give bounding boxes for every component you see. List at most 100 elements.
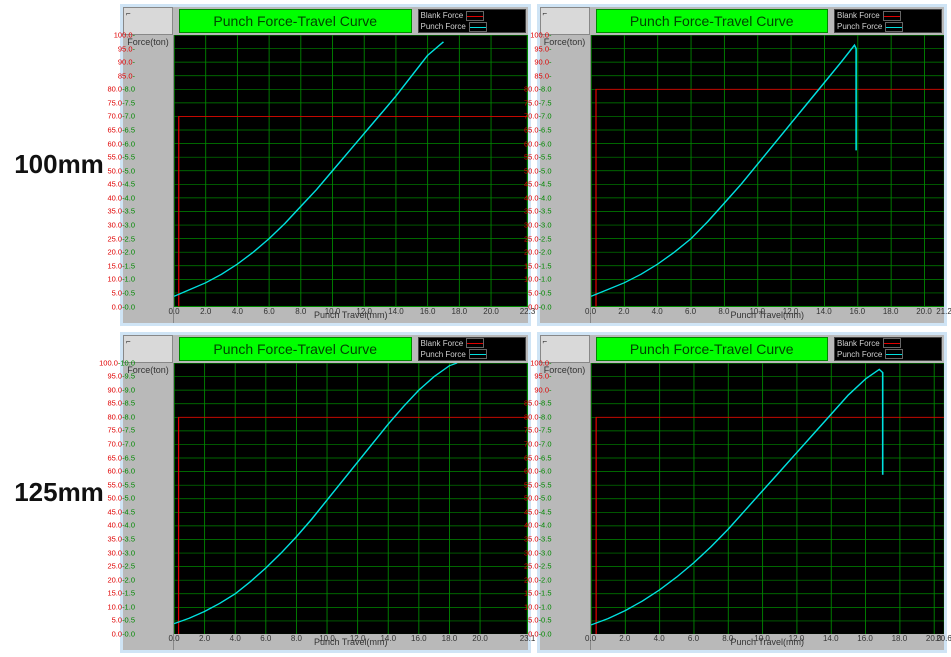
y-tick-label: 25.0-2.5 — [107, 235, 135, 243]
x-tick-label: 16.0 — [420, 307, 436, 316]
y-tick-label: 50.0-5.0 — [107, 167, 135, 175]
chart-panel: ⌐Punch Force-Travel CurveBlank ForcePunc… — [537, 4, 948, 326]
y-tick-label: 70.0-7.0 — [107, 440, 135, 448]
legend-item: Punch Force — [837, 21, 939, 32]
x-tick-label: 0.0 — [585, 634, 596, 643]
legend-swatch — [469, 22, 487, 32]
legend-item: Punch Force — [837, 349, 939, 360]
legend-label: Punch Force — [837, 350, 882, 359]
x-tick-label: 10.0 — [749, 307, 765, 316]
y-tick-label: 90.0- — [118, 58, 135, 66]
y-tick-label: 20.0-2.0 — [107, 576, 135, 584]
legend: Blank ForcePunch Force — [834, 9, 942, 33]
x-tick-label: 2.0 — [199, 634, 210, 643]
y-tick-label: 100.0- — [530, 359, 551, 367]
plot-area: 0.0-0.05.0-0.510.0-1.015.0-1.520.0-2.025… — [174, 363, 528, 635]
x-tick-label: 6.0 — [685, 307, 696, 316]
legend-item: Blank Force — [421, 10, 523, 21]
x-tick-label: 20.6 — [936, 634, 951, 643]
x-tick-label: 16.0 — [849, 307, 865, 316]
y-tick-label: 95.0- — [534, 45, 551, 53]
y-tick-label: 40.0-4.0 — [524, 522, 552, 530]
x-tick-label: 2.0 — [619, 634, 630, 643]
legend-swatch — [466, 338, 484, 348]
y-tick-label: 45.0-4.5 — [107, 181, 135, 189]
x-tick-label: 4.0 — [652, 307, 663, 316]
x-tick-label: 12.0 — [783, 307, 799, 316]
y-tick-label: 30.0-3.0 — [107, 549, 135, 557]
legend-swatch — [883, 338, 901, 348]
panel-header: ⌐Punch Force-Travel CurveBlank ForcePunc… — [540, 335, 945, 363]
y-tick-label: 100.0- — [530, 31, 551, 39]
x-tick-label: 0.0 — [168, 307, 179, 316]
y-tick-label: 10.0-1.0 — [107, 276, 135, 284]
y-tick-label: 90.0- — [534, 386, 551, 394]
y-tick-label: 75.0-7.5 — [107, 99, 135, 107]
y-tick-label: 80.0-8.0 — [107, 86, 135, 94]
y-tick-label: 80.0-8.0 — [524, 413, 552, 421]
y-tick-label: 65.0-6.5 — [107, 454, 135, 462]
y-tick-label: 65.0-6.5 — [524, 454, 552, 462]
plot-area: 0.0-0.05.0-0.510.0-1.015.0-1.520.0-2.025… — [591, 35, 945, 307]
x-tick-label: 4.0 — [654, 634, 665, 643]
y-tick-label: 10.0-1.0 — [524, 276, 552, 284]
x-tick-label: 10.0 — [319, 634, 335, 643]
y-tick-label: 15.0-1.5 — [524, 262, 552, 270]
x-tick-label: 6.0 — [260, 634, 271, 643]
legend-label: Punch Force — [421, 22, 466, 31]
y-tick-label: 30.0-3.0 — [524, 549, 552, 557]
y-tick-label: 15.0-1.5 — [107, 590, 135, 598]
legend-label: Blank Force — [837, 339, 880, 348]
y-tick-label: 35.0-3.5 — [524, 535, 552, 543]
y-tick-label: 0.0-0.0 — [528, 630, 551, 638]
x-tick-label: 8.0 — [718, 307, 729, 316]
x-tick-label: 6.0 — [264, 307, 275, 316]
y-tick-label: 55.0-5.5 — [524, 153, 552, 161]
legend-swatch — [883, 11, 901, 21]
y-tick-label: 90.0-9.0 — [107, 386, 135, 394]
y-tick-label: 85.0-8.5 — [524, 399, 552, 407]
y-tick-label: 45.0-4.5 — [107, 508, 135, 516]
panel-header: ⌐Punch Force-Travel CurveBlank ForcePunc… — [123, 335, 528, 363]
y-tick-label: 80.0-8.0 — [107, 413, 135, 421]
chart-panel: ⌐Punch Force-Travel CurveBlank ForcePunc… — [120, 4, 531, 326]
panel-header: ⌐Punch Force-Travel CurveBlank ForcePunc… — [540, 7, 945, 35]
chart-title: Punch Force-Travel Curve — [179, 9, 412, 33]
x-tick-label: 18.0 — [883, 307, 899, 316]
y-tick-label: 15.0-1.5 — [107, 262, 135, 270]
y-tick-label: 75.0-7.5 — [524, 99, 552, 107]
y-tick-label: 70.0-7.0 — [524, 113, 552, 121]
y-tick-label: 50.0-5.0 — [107, 495, 135, 503]
y-tick-label: 5.0-0.5 — [528, 617, 551, 625]
x-tick-label: 18.0 — [442, 634, 458, 643]
legend-label: Blank Force — [421, 339, 464, 348]
y-tick-label: 20.0-2.0 — [107, 248, 135, 256]
y-tick-label: 100.0- — [114, 31, 135, 39]
y-tick-label: 10.0-1.0 — [107, 603, 135, 611]
y-tick-label: 0.0-0.0 — [112, 630, 135, 638]
x-tick-label: 14.0 — [388, 307, 404, 316]
y-tick-label: 20.0-2.0 — [524, 576, 552, 584]
x-tick-label: 4.0 — [232, 307, 243, 316]
x-tick-label: 8.0 — [722, 634, 733, 643]
y-tick-label: 60.0-6.0 — [107, 140, 135, 148]
legend-swatch — [885, 22, 903, 32]
y-tick-label: 15.0-1.5 — [524, 590, 552, 598]
legend-label: Punch Force — [421, 350, 466, 359]
x-tick-label: 2.0 — [618, 307, 629, 316]
x-tick-label: 14.0 — [816, 307, 832, 316]
legend-swatch — [469, 349, 487, 359]
y-tick-label: 35.0-3.5 — [524, 208, 552, 216]
chart-title: Punch Force-Travel Curve — [596, 337, 829, 361]
y-tick-label: 75.0-7.5 — [107, 427, 135, 435]
legend: Blank ForcePunch Force — [418, 9, 526, 33]
row-label: 100mm — [4, 4, 114, 326]
y-tick-label: 60.0-6.0 — [107, 467, 135, 475]
y-tick-label: 40.0-4.0 — [107, 194, 135, 202]
legend-item: Blank Force — [421, 338, 523, 349]
y-tick-label: 70.0-7.0 — [107, 113, 135, 121]
y-tick-label: 60.0-6.0 — [524, 140, 552, 148]
y-tick-label: 100.0-10.0 — [99, 359, 135, 367]
x-tick-label: 10.0 — [754, 634, 770, 643]
y-tick-label: 75.0-7.5 — [524, 427, 552, 435]
